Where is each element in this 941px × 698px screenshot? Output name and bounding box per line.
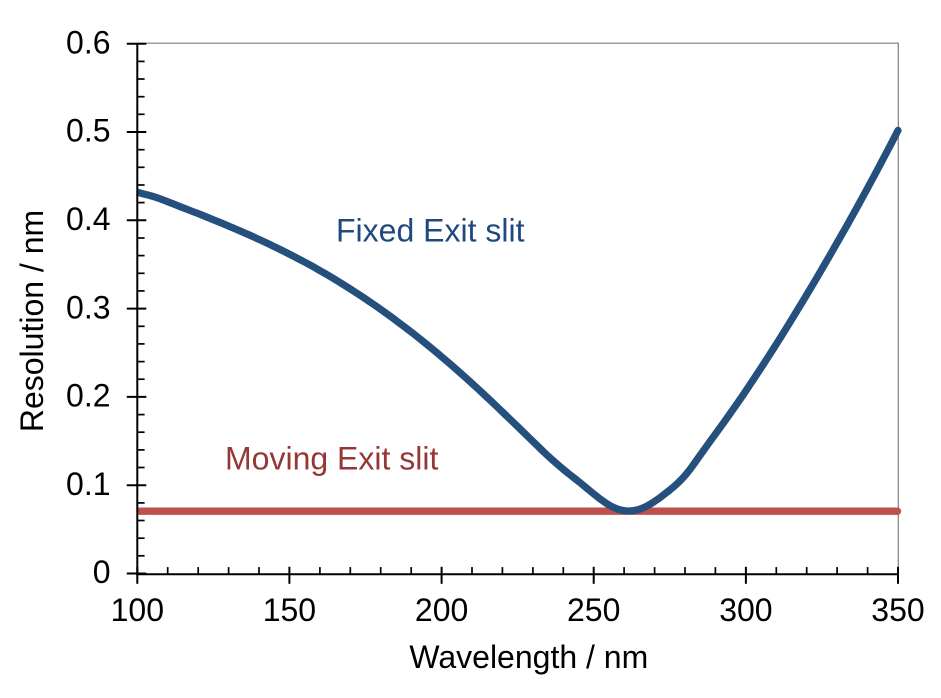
svg-text:150: 150 (263, 592, 316, 628)
svg-text:0.6: 0.6 (66, 24, 110, 60)
svg-text:250: 250 (567, 592, 620, 628)
svg-text:Fixed Exit slit: Fixed Exit slit (336, 213, 525, 249)
svg-text:Wavelength / nm: Wavelength / nm (409, 639, 648, 675)
svg-text:Moving Exit slit: Moving Exit slit (225, 441, 439, 477)
svg-text:Resolution / nm: Resolution / nm (14, 210, 50, 432)
svg-text:200: 200 (415, 592, 468, 628)
svg-text:0.4: 0.4 (66, 201, 110, 237)
svg-text:0: 0 (93, 554, 111, 590)
svg-text:0.3: 0.3 (66, 289, 110, 325)
svg-text:300: 300 (719, 592, 772, 628)
svg-text:0.2: 0.2 (66, 378, 110, 414)
svg-text:350: 350 (871, 592, 924, 628)
svg-text:100: 100 (111, 592, 164, 628)
svg-text:0.5: 0.5 (66, 113, 110, 149)
svg-text:0.1: 0.1 (66, 466, 110, 502)
